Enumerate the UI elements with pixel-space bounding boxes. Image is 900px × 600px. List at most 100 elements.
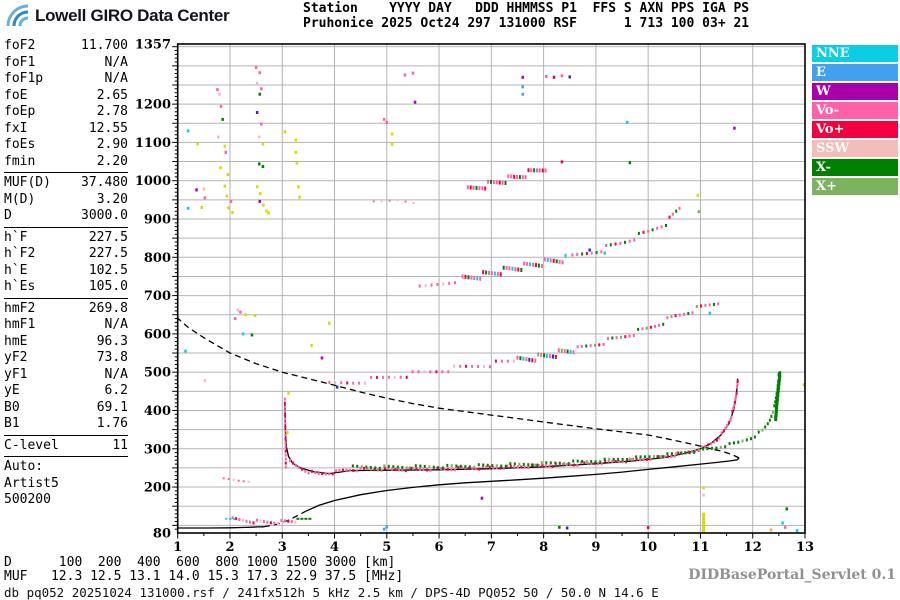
param-value: 2.78	[96, 104, 128, 119]
autoscaler-line: Artist5	[4, 475, 59, 491]
param-value: 2.90	[96, 137, 128, 152]
y-tick-label: 200	[144, 481, 171, 496]
profile-topside-model	[177, 317, 740, 459]
profile-curves	[177, 317, 740, 529]
muf-frequency-row: MUF 12.3 12.5 13.1 14.0 15.3 17.3 22.9 3…	[4, 569, 404, 584]
param-label: yE	[4, 383, 20, 398]
legend-item-ssw: SSW	[812, 140, 898, 157]
x-tick-label: 11	[691, 540, 709, 555]
param-row: fxI 12.55	[4, 121, 128, 138]
param-value: 105.0	[88, 279, 128, 294]
param-label: foF1p	[4, 71, 44, 86]
param-label: h`F	[4, 229, 28, 245]
param-separator	[4, 434, 128, 436]
param-row: h`E 102.5	[4, 263, 128, 280]
y-tick-label: 1100	[135, 136, 171, 151]
param-value: 96.3	[96, 333, 128, 349]
param-label: D	[4, 208, 12, 223]
echo-traces	[222, 168, 782, 533]
station-header: Station YYYY DAY DDD HHMMSS P1 FFS S AXN…	[303, 1, 750, 31]
param-separator	[4, 226, 128, 228]
param-separator	[4, 172, 128, 173]
legend-item-x+: X+	[812, 178, 898, 195]
param-value: 2.20	[96, 153, 128, 169]
param-value: 3000.0	[81, 208, 128, 223]
param-value: 227.5	[88, 229, 128, 245]
plot-axes	[172, 43, 806, 539]
param-value: 73.8	[96, 350, 128, 365]
param-value: 11	[112, 437, 128, 453]
trace-hop4-dense	[466, 168, 547, 191]
param-value: N/A	[104, 71, 128, 86]
noise-points	[184, 65, 805, 533]
trace-green-dash-low	[296, 517, 312, 520]
param-row: yF2 73.8	[4, 350, 128, 367]
param-value: 1.76	[96, 416, 128, 431]
param-label: C-level	[4, 437, 59, 453]
trace-f-x-trace	[351, 373, 780, 470]
param-label: foF1	[4, 54, 36, 70]
x-tick-label: 7	[487, 540, 496, 555]
param-value: 269.8	[88, 300, 128, 316]
y-tick-label: 1000	[135, 174, 171, 189]
param-label: foF2	[4, 38, 36, 53]
param-row: hmF2 269.8	[4, 301, 128, 318]
param-value: N/A	[104, 54, 128, 70]
y-tick-label: 700	[144, 289, 171, 304]
trace-hop4-sparse	[372, 199, 415, 204]
trace-f-o-trace	[289, 379, 739, 476]
x-tick-label: 5	[382, 540, 391, 555]
legend: NNE E W Vo- Vo+ SSW X- X+	[812, 45, 898, 197]
legend-item-nne: NNE	[812, 45, 898, 62]
param-separator	[4, 456, 128, 457]
trace-hop3-dense	[461, 253, 567, 281]
x-tick-label: 12	[744, 540, 762, 555]
y-tick-label: 80	[153, 527, 171, 542]
param-row: B1 1.76	[4, 416, 128, 433]
muf-table: D 100 200 400 600 800 1000 1500 3000 [km…	[4, 556, 403, 584]
station-line1: Station YYYY DAY DDD HHMMSS P1 FFS S AXN…	[303, 1, 750, 16]
param-label: h`F2	[4, 246, 36, 261]
param-row: foF1p N/A	[4, 71, 128, 88]
legend-item-vo+: Vo+	[812, 121, 898, 138]
param-row: h`Es 105.0	[4, 279, 128, 296]
trace-es-second-hop	[222, 477, 250, 483]
trace-hop2-dense	[516, 348, 575, 363]
brand-title: Lowell GIRO Data Center	[35, 6, 230, 25]
param-label: fmin	[4, 153, 36, 169]
param-row: fmin 2.20	[4, 154, 128, 171]
y-tick-label: 1200	[135, 98, 171, 113]
param-label: M(D)	[4, 191, 36, 207]
x-tick-label: 4	[330, 540, 339, 555]
y-tick-label: 300	[144, 442, 171, 457]
status-line: db pq052 20251024 131000.rsf / 241fx512h…	[4, 585, 659, 600]
param-row: foE 2.65	[4, 88, 128, 105]
param-value: 2.65	[96, 87, 128, 103]
trace-es-trace	[231, 516, 297, 526]
param-label: yF2	[4, 350, 28, 365]
legend-item-x-: X-	[812, 159, 898, 176]
param-value: 12.55	[88, 120, 128, 136]
param-row: M(D) 3.20	[4, 192, 128, 209]
param-label: foEp	[4, 104, 36, 119]
param-label: foE	[4, 87, 28, 103]
trace-hop2-sparse	[328, 359, 515, 385]
axis-labels: 1357120011001000900800700600500400300200…	[135, 38, 814, 556]
trace-f-cusp-spread	[283, 397, 287, 469]
x-tick-label: 8	[539, 540, 548, 555]
param-row: hmE 96.3	[4, 334, 128, 351]
param-label: h`Es	[4, 279, 36, 294]
param-row: h`F2 227.5	[4, 246, 128, 263]
param-value: 3.20	[96, 191, 128, 207]
x-tick-label: 10	[639, 540, 657, 555]
param-value: 37.480	[81, 175, 128, 190]
param-separator	[4, 297, 128, 299]
param-panel: foF2 11.700 foF1 N/A foF1p N/A foE 2.65 foEp 2.78…	[4, 38, 128, 509]
param-row: yE 6.2	[4, 383, 128, 400]
param-row: D 3000.0	[4, 208, 128, 225]
param-value: 227.5	[88, 246, 128, 261]
param-value: 11.700	[81, 38, 128, 53]
param-label: hmF2	[4, 300, 36, 316]
